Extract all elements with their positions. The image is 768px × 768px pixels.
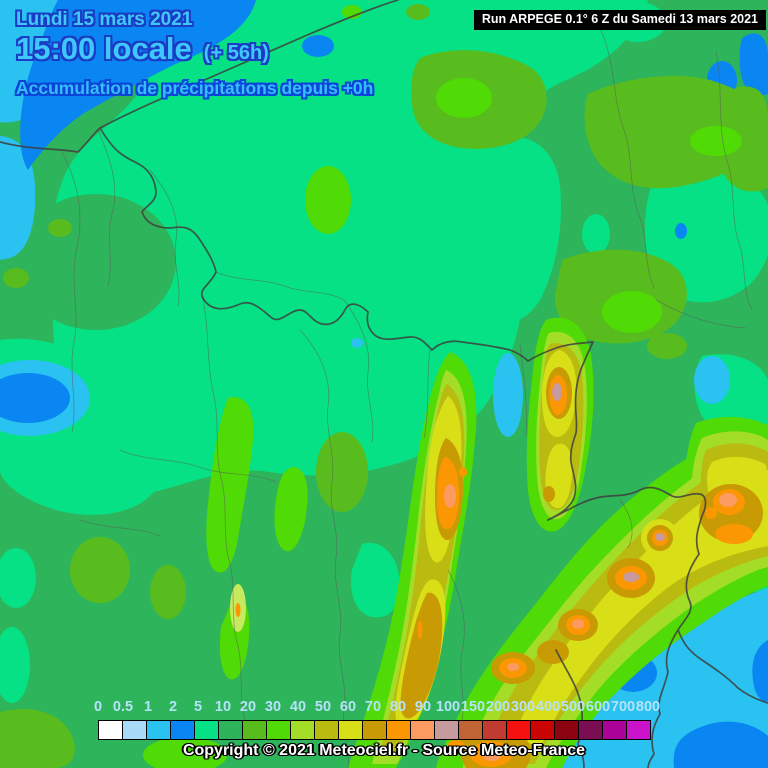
legend-label: 600 — [585, 699, 611, 715]
legend-cell-2 — [170, 720, 195, 740]
legend-cell-600 — [578, 720, 603, 740]
legend-cell-5 — [194, 720, 219, 740]
legend-label: 1 — [143, 699, 153, 715]
legend-cell-30 — [266, 720, 291, 740]
legend-cell-60 — [338, 720, 363, 740]
forecast-time: 15:00 locale (+ 56h) — [16, 30, 373, 66]
legend-cell-80 — [386, 720, 411, 740]
legend-cell-40 — [290, 720, 315, 740]
legend-cell-400 — [530, 720, 555, 740]
forecast-date: Lundi 15 mars 2021 — [16, 9, 193, 30]
legend-cell-0 — [98, 720, 123, 740]
legend-cell-800 — [626, 720, 651, 740]
legend-label: 50 — [314, 699, 332, 715]
legend-label: 90 — [414, 699, 432, 715]
legend-label: 70 — [364, 699, 382, 715]
legend-label: 20 — [239, 699, 257, 715]
legend-label: 300 — [510, 699, 536, 715]
legend-cell-100 — [434, 720, 459, 740]
legend-cell-50 — [314, 720, 339, 740]
legend-label: 60 — [339, 699, 357, 715]
legend-cell-20 — [242, 720, 267, 740]
legend-label: 150 — [460, 699, 486, 715]
parameter-label: Accumulation de précipitations depuis +0… — [16, 78, 374, 99]
legend-label: 5 — [193, 699, 203, 715]
legend-label: 2 — [168, 699, 178, 715]
legend-cell-90 — [410, 720, 435, 740]
legend-label: 80 — [389, 699, 407, 715]
legend-label: 800 — [635, 699, 661, 715]
forecast-hour-offset: (+ 56h) — [203, 41, 269, 64]
copyright-notice: Copyright © 2021 Meteociel.fr - Source M… — [182, 742, 586, 759]
legend-cell-70 — [362, 720, 387, 740]
legend-cell-150 — [458, 720, 483, 740]
local-time: 15:00 locale — [16, 30, 192, 66]
legend-cell-700 — [602, 720, 627, 740]
legend-label: 30 — [264, 699, 282, 715]
legend-cell-0.5 — [122, 720, 147, 740]
legend-label: 400 — [535, 699, 561, 715]
legend-cell-1 — [146, 720, 171, 740]
legend-cell-10 — [218, 720, 243, 740]
legend-scale-labels: 0 0.5 1 2 5 10 20 30 40 50 60 70 80 90 100 150 200 300 400… — [94, 699, 678, 716]
legend-cell-300 — [506, 720, 531, 740]
legend-label: 0 — [93, 699, 103, 715]
model-run-info: Run ARPEGE 0.1° 6 Z du Samedi 13 mars 20… — [473, 10, 766, 30]
legend-label: 200 — [485, 699, 511, 715]
legend-label: 40 — [289, 699, 307, 715]
legend-label: 500 — [560, 699, 586, 715]
legend-cell-200 — [482, 720, 507, 740]
legend-color-bar — [98, 720, 675, 740]
legend-label: 0.5 — [112, 699, 134, 715]
legend-label: 10 — [214, 699, 232, 715]
legend-cell-500 — [554, 720, 579, 740]
legend-label: 100 — [435, 699, 461, 715]
legend-label: 700 — [610, 699, 636, 715]
forecast-header: Lundi 15 mars 2021 15:00 locale (+ 56h) A… — [16, 10, 373, 98]
